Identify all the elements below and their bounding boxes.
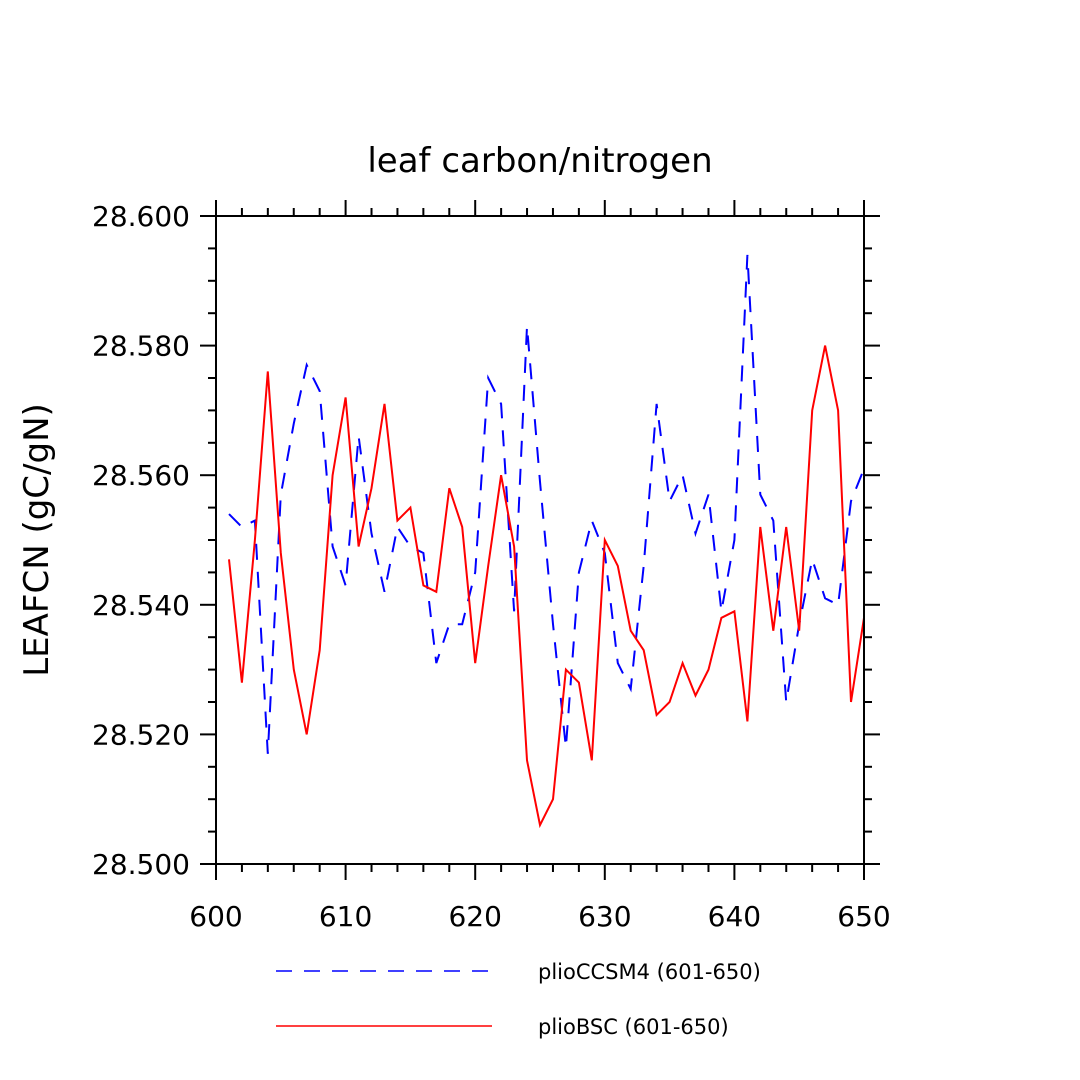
y-tick-label: 28.520 — [92, 718, 190, 751]
tick-labels: 600 610 620 630 640 650 28.500 28.520 28.540 28.5… — [92, 200, 891, 933]
y-tick-label: 28.560 — [92, 459, 190, 492]
y-tick-label: 28.500 — [92, 848, 190, 881]
axis-ticks — [200, 200, 880, 880]
y-tick-label: 28.600 — [92, 200, 190, 233]
x-tick-label: 610 — [319, 900, 372, 933]
legend: plioCCSM4 (601-650) plioBSC (601-650) — [276, 960, 761, 1039]
chart-title: leaf carbon/nitrogen — [367, 141, 712, 181]
series-line-plioCCSM4 — [228, 254, 865, 754]
x-tick-label: 640 — [708, 900, 761, 933]
x-tick-label: 650 — [837, 900, 890, 933]
y-tick-label: 28.540 — [92, 589, 190, 622]
x-tick-label: 600 — [189, 900, 242, 933]
series-lines — [228, 254, 865, 829]
plot-frame — [215, 215, 865, 865]
y-axis-label: LEAFCN (gC/gN) — [17, 403, 57, 677]
y-tick-label: 28.580 — [92, 330, 190, 363]
legend-label-plioBSC: plioBSC (601-650) — [538, 1015, 729, 1039]
legend-label-plioCCSM4: plioCCSM4 (601-650) — [538, 960, 761, 984]
x-tick-label: 620 — [448, 900, 501, 933]
x-tick-label: 630 — [578, 900, 631, 933]
series-line-plioBSC — [228, 345, 865, 829]
